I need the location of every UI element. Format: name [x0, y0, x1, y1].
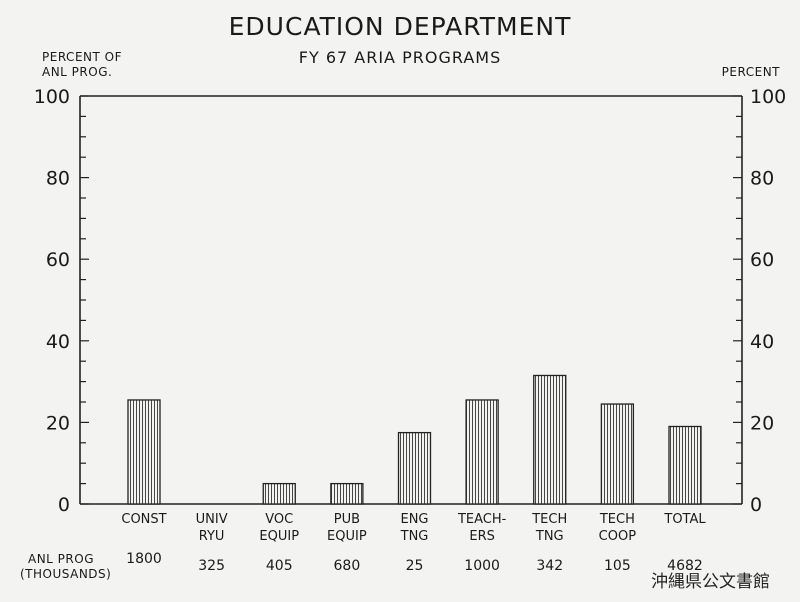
x-category-label: TEACH- [457, 512, 507, 527]
bar [668, 425, 702, 505]
y-tick-label-left: 20 [46, 412, 70, 434]
y-tick-label-left: 100 [34, 86, 70, 108]
x-category-label: EQUIP [327, 529, 367, 544]
y-tick-label-left: 0 [58, 494, 70, 516]
y-tick-label-right: 20 [750, 412, 774, 434]
anl-prog-value: 105 [604, 558, 631, 574]
archive-watermark: 沖縄県公文書館 [651, 572, 770, 592]
x-category-label: TECH [599, 512, 635, 527]
x-category-label: TOTAL [663, 512, 706, 527]
y-axis-right-label: PERCENT [721, 65, 780, 79]
x-category-label: RYU [199, 529, 225, 544]
y-axis-left-label-line-1: PERCENT OF [42, 50, 122, 64]
anl-prog-value: 405 [266, 558, 293, 574]
y-tick-label-left: 60 [46, 249, 70, 271]
x-category-label: CONST [121, 512, 166, 527]
anl-prog-value: 25 [406, 558, 424, 574]
y-tick-label-left: 40 [46, 331, 70, 353]
x-category-label: EQUIP [259, 529, 299, 544]
x-category-label: TNG [400, 529, 429, 544]
anl-prog-value: 4682 [667, 558, 703, 574]
bar [533, 374, 567, 505]
anl-prog-label-line-1: ANL PROG [28, 552, 95, 566]
x-category-label: TECH [531, 512, 567, 527]
y-tick-label-right: 100 [750, 86, 786, 108]
chart-subtitle: FY 67 ARIA PROGRAMS [298, 48, 502, 67]
y-axis-left-label-line-2: ANL PROG. [42, 65, 113, 79]
y-tick-label-right: 60 [750, 249, 774, 271]
anl-prog-label-line-2: (THOUSANDS) [20, 567, 112, 581]
y-tick-label-right: 0 [750, 494, 762, 516]
bar [397, 431, 432, 505]
bar [127, 399, 161, 505]
x-category-label: ENG [400, 512, 428, 527]
y-tick-label-left: 80 [46, 168, 70, 190]
x-category-label: UNIV [196, 512, 228, 527]
bar [262, 482, 296, 505]
anl-prog-value: 325 [198, 558, 225, 574]
bar [330, 482, 364, 505]
anl-prog-value: 1000 [464, 558, 500, 574]
x-category-label: PUB [334, 512, 360, 527]
bar [465, 399, 499, 505]
y-tick-label-right: 80 [750, 168, 774, 190]
x-category-label: ERS [469, 529, 495, 544]
x-category-label: COOP [599, 529, 637, 544]
anl-prog-value: 1800 [126, 551, 162, 567]
x-category-label: VOC [265, 512, 293, 527]
chart-title: EDUCATION DEPARTMENT [228, 12, 572, 41]
anl-prog-value: 680 [334, 558, 361, 574]
y-axis-left-label: PERCENT OF ANL PROG. [42, 50, 122, 80]
bar [600, 403, 635, 505]
y-tick-label-right: 40 [750, 331, 774, 353]
anl-prog-label: ANL PROG (THOUSANDS) [20, 552, 111, 582]
anl-prog-value: 342 [536, 558, 563, 574]
x-category-label: TNG [535, 529, 564, 544]
